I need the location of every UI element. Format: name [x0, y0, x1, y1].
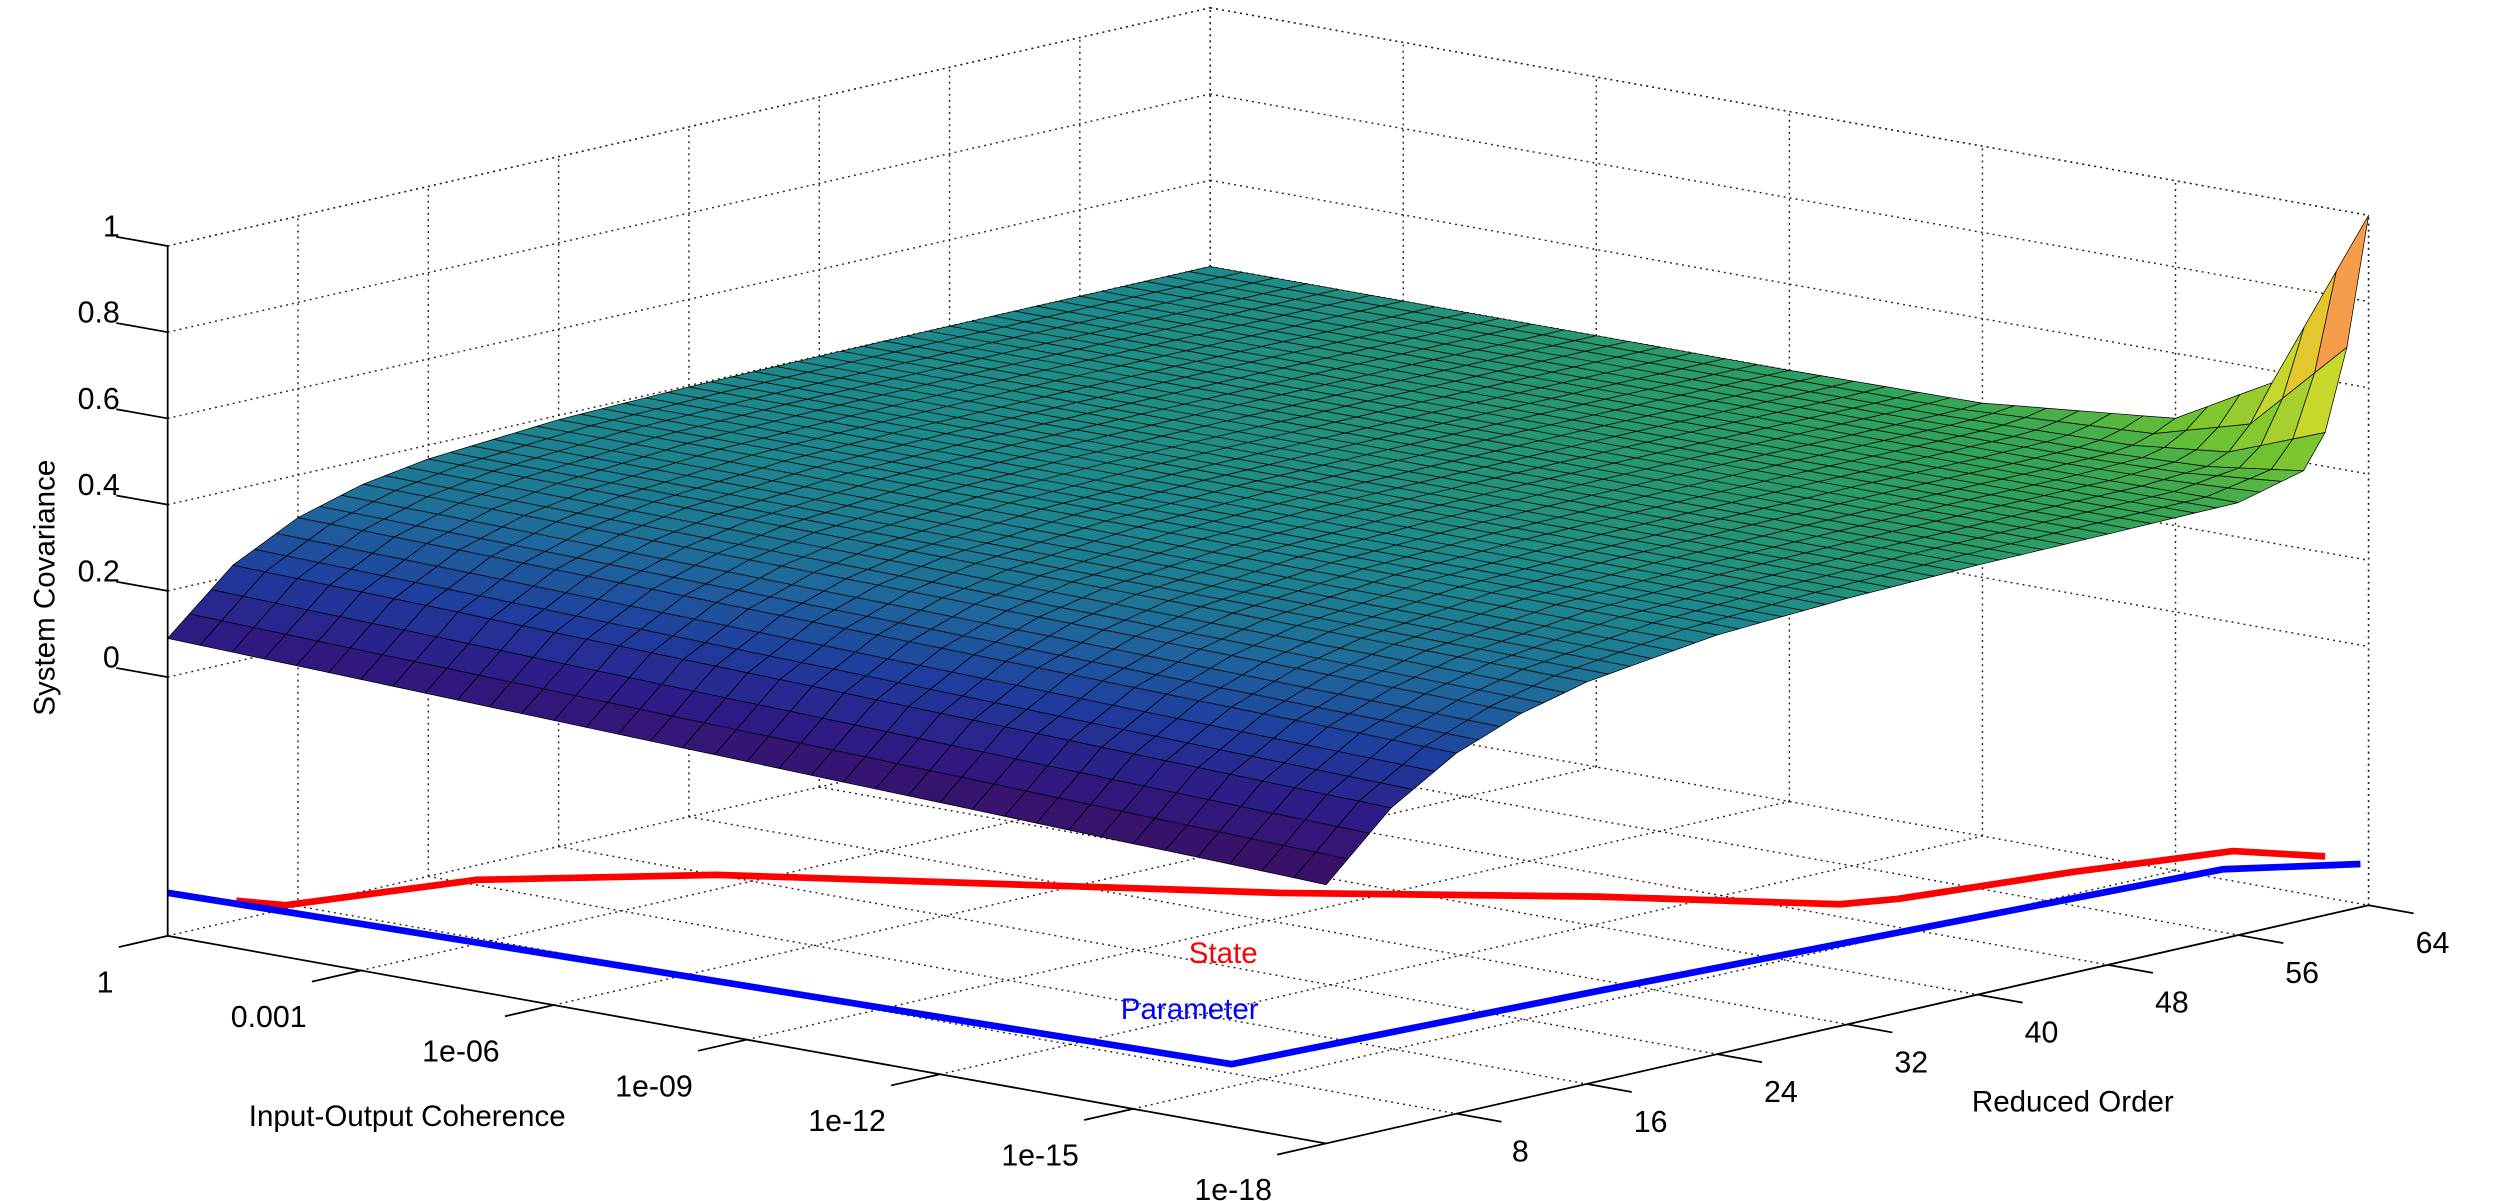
series-line-parameter	[167, 860, 2361, 1068]
series-lines	[167, 847, 2361, 1068]
y-tick-label: 56	[2285, 957, 2319, 990]
series-label-parameter: Parameter	[1121, 993, 1259, 1026]
y-tick	[2107, 963, 2154, 974]
z-axis-label: System Covariance	[28, 460, 61, 716]
y-tick-label: 8	[1512, 1136, 1529, 1169]
surface-patch	[1293, 851, 1349, 886]
x-tick-label: 1e-15	[1001, 1140, 1079, 1173]
x-tick-label: 1e-12	[808, 1105, 886, 1138]
z-tick	[116, 494, 168, 506]
y-tick-label: 24	[1764, 1076, 1798, 1109]
y-tick	[1847, 1023, 1893, 1034]
x-tick-label: 1e-09	[615, 1070, 693, 1103]
gridline-floor	[746, 800, 1790, 1041]
gridline-floor	[360, 731, 1404, 972]
x-tick	[504, 1004, 555, 1018]
gridline-floor	[939, 835, 1983, 1075]
y-tick	[1977, 993, 2023, 1004]
z-tick	[116, 322, 168, 334]
y-tick	[1586, 1083, 1632, 1093]
series-label-state: State	[1189, 937, 1258, 970]
y-tick	[1716, 1053, 1763, 1064]
x-tick	[1277, 1142, 1327, 1156]
z-tick-label: 0.8	[78, 297, 120, 330]
y-tick-label: 48	[2155, 987, 2189, 1020]
z-tick	[116, 580, 168, 592]
z-tick-label: 0.2	[78, 555, 120, 588]
x-axis-label: Input-Output Coherence	[249, 1100, 566, 1133]
y-axis-line	[1325, 904, 2369, 1145]
z-tick-label: 0	[103, 642, 120, 675]
gridline-wall-left	[167, 7, 1211, 247]
y-tick-label: 16	[1634, 1106, 1668, 1139]
z-tick-label: 0.4	[78, 469, 120, 502]
y-tick-label: 64	[2416, 927, 2450, 960]
y-tick	[2368, 904, 2414, 915]
z-tick	[116, 408, 168, 420]
y-tick-label: 40	[2025, 1017, 2059, 1050]
z-tick-label: 0.6	[78, 383, 120, 416]
axes	[116, 235, 2414, 1156]
y-tick	[2238, 934, 2284, 944]
tick-labels: 1 0.001 1e-06 1e-09 1e-12 1e-15 1e-18 8 16 24 32 40…	[78, 210, 2450, 1201]
y-axis-label: Reduced Order	[1972, 1086, 2174, 1119]
series-line-state	[235, 847, 2326, 909]
z-tick	[116, 667, 168, 679]
gridline-wall-back	[1210, 93, 2369, 303]
x-tick	[118, 935, 168, 948]
y-tick-label: 32	[1894, 1046, 1928, 1079]
z-tick	[116, 235, 168, 247]
gridline-floor	[167, 697, 1211, 937]
x-tick-label: 1e-06	[422, 1036, 500, 1069]
y-tick	[1456, 1112, 1502, 1123]
x-tick-label: 0.001	[231, 1001, 307, 1034]
surface	[167, 214, 2369, 886]
x-tick	[697, 1038, 748, 1052]
gridline-floor	[1132, 869, 2176, 1110]
x-tick	[1083, 1107, 1134, 1121]
gridline-wall-left	[167, 93, 1211, 333]
z-tick-label: 1	[103, 210, 120, 243]
x-tick-label: 1e-18	[1194, 1174, 1272, 1201]
x-tick-label: 1	[97, 967, 114, 1000]
x-tick	[311, 969, 361, 983]
x-tick	[890, 1073, 941, 1087]
